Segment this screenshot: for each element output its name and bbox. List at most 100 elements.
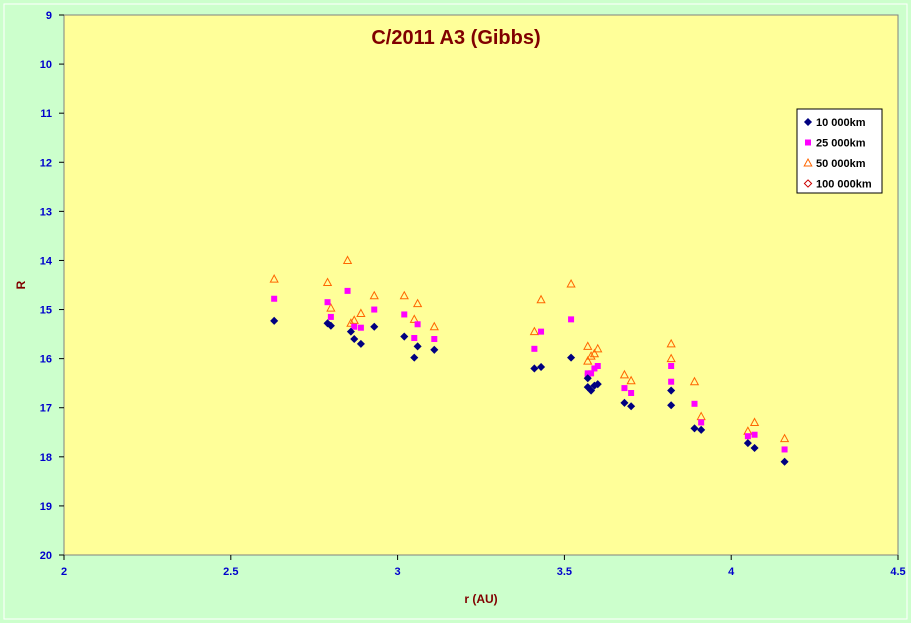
- y-axis-title: R: [14, 280, 28, 289]
- legend-box: [796, 108, 883, 194]
- y-tick-label: 15: [40, 305, 52, 317]
- data-point: [620, 398, 629, 407]
- y-tick-label: 14: [40, 255, 53, 267]
- y-tick-label: 12: [40, 157, 52, 169]
- chart-title: C/2011 A3 (Gibbs): [371, 27, 540, 49]
- data-point: [668, 363, 675, 369]
- data-point: [410, 353, 419, 362]
- data-point: [399, 290, 409, 300]
- data-point: [342, 255, 353, 264]
- data-point: [621, 385, 628, 392]
- data-point: [587, 386, 596, 395]
- data-point: [537, 362, 546, 372]
- data-point: [593, 380, 602, 389]
- data-point: [357, 324, 364, 331]
- data-point: [744, 433, 751, 440]
- data-point: [269, 274, 279, 283]
- legend-marker-icon: [803, 179, 813, 188]
- data-point: [589, 348, 600, 358]
- plot-area: [63, 14, 899, 556]
- data-point: [536, 294, 546, 304]
- x-tick-label: 3: [395, 566, 401, 578]
- data-point: [584, 370, 591, 377]
- y-tick-label: 11: [40, 108, 52, 120]
- data-point: [351, 323, 358, 330]
- x-tick-label: 2: [61, 566, 67, 578]
- data-point: [667, 401, 676, 410]
- data-point: [322, 277, 333, 287]
- data-point: [583, 356, 593, 365]
- data-point: [668, 378, 675, 385]
- x-tick-label: 4.5: [890, 566, 905, 578]
- data-point: [531, 345, 538, 352]
- data-point: [751, 431, 758, 438]
- data-point: [414, 321, 421, 328]
- data-point: [530, 364, 539, 373]
- data-point: [591, 365, 598, 372]
- data-point: [409, 314, 419, 323]
- data-point: [431, 336, 438, 342]
- data-point: [594, 363, 601, 369]
- data-point: [566, 278, 576, 288]
- data-point: [326, 321, 335, 330]
- data-point: [400, 332, 409, 341]
- data-points: [269, 255, 790, 466]
- legend-marker-icon: [803, 117, 813, 127]
- data-point: [780, 457, 789, 466]
- y-tick-label: 10: [40, 59, 52, 71]
- y-tick-label: 18: [40, 452, 52, 464]
- data-point: [529, 326, 540, 336]
- data-point: [324, 299, 331, 306]
- x-tick-label: 2.5: [223, 566, 238, 578]
- data-point: [538, 328, 545, 335]
- data-point: [628, 390, 635, 396]
- data-point: [349, 315, 359, 324]
- legend-label: 10 000km: [816, 117, 866, 129]
- legend-label: 100 000km: [816, 179, 872, 191]
- y-tick-label: 9: [46, 10, 52, 22]
- data-point: [666, 338, 676, 348]
- data-point: [356, 308, 366, 317]
- data-point: [270, 316, 279, 325]
- data-point: [344, 287, 351, 294]
- y-tick-label: 17: [40, 403, 52, 415]
- data-point: [412, 298, 423, 308]
- data-point: [583, 374, 592, 383]
- data-point: [568, 316, 575, 323]
- legend-label: 25 000km: [816, 138, 866, 150]
- legend-marker-icon: [803, 157, 813, 167]
- y-tick-label: 16: [40, 354, 52, 366]
- data-point: [413, 342, 422, 351]
- data-point: [271, 295, 278, 302]
- data-point: [369, 290, 379, 300]
- data-point: [588, 370, 595, 377]
- x-tick-label: 4: [728, 566, 735, 578]
- data-point: [749, 417, 760, 426]
- data-point: [327, 313, 334, 320]
- legend-marker-icon: [805, 139, 811, 146]
- data-point: [690, 424, 699, 433]
- data-point: [346, 318, 356, 327]
- y-tick-label: 20: [40, 550, 52, 562]
- data-point: [429, 321, 439, 331]
- data-point: [346, 327, 355, 336]
- data-point: [430, 345, 439, 354]
- data-point: [401, 311, 408, 318]
- data-point: [371, 306, 378, 313]
- data-point: [627, 402, 636, 411]
- data-point: [779, 433, 790, 443]
- data-point: [743, 439, 752, 448]
- data-point: [593, 343, 603, 353]
- data-point: [697, 425, 706, 434]
- data-point: [691, 400, 698, 407]
- data-point: [586, 351, 596, 360]
- data-point: [666, 353, 676, 363]
- legend: 10 000km 25 000km 50 000km 100 000km: [796, 108, 883, 194]
- series: [270, 316, 789, 466]
- data-point: [583, 341, 593, 350]
- data-point: [411, 335, 418, 342]
- y-tick-label: 13: [40, 206, 52, 218]
- x-axis: 2 2.5 3 3.5 4 4.5: [61, 555, 906, 578]
- data-point: [326, 303, 336, 312]
